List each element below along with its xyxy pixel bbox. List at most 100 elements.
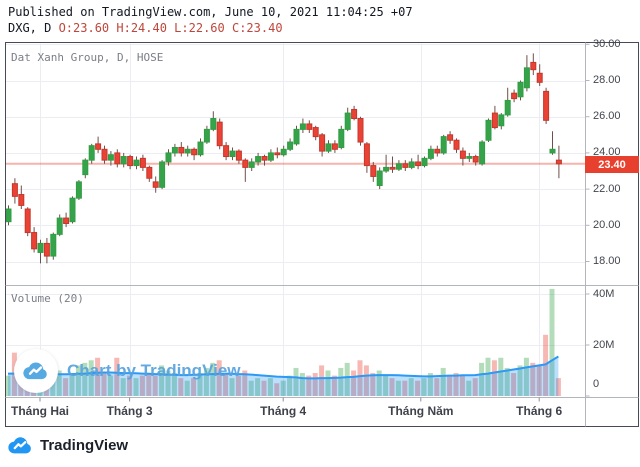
volume-bar bbox=[133, 378, 139, 396]
volume-bar bbox=[242, 370, 248, 396]
footer-brand-text: TradingView bbox=[40, 437, 129, 454]
candle bbox=[472, 154, 479, 166]
candle bbox=[11, 178, 18, 204]
candle-body bbox=[127, 156, 134, 167]
candle-body bbox=[43, 242, 50, 257]
candle-body bbox=[210, 118, 217, 130]
candle bbox=[415, 154, 422, 170]
volume-ma-line bbox=[8, 355, 559, 380]
candle bbox=[101, 145, 108, 164]
candle-body bbox=[363, 143, 370, 167]
volume-bar bbox=[395, 380, 401, 396]
candle-body bbox=[203, 128, 210, 143]
candle-body bbox=[114, 152, 121, 165]
candle bbox=[440, 134, 447, 155]
candle bbox=[491, 105, 498, 130]
candle-body bbox=[306, 123, 313, 130]
volume-bar bbox=[203, 367, 209, 396]
volume-bar bbox=[440, 367, 446, 396]
volume-bar bbox=[434, 378, 440, 396]
candle-body bbox=[69, 197, 76, 223]
candle bbox=[479, 140, 486, 166]
price-tick-label: 30.00 bbox=[593, 37, 621, 50]
price-tick-label: 18.00 bbox=[593, 255, 621, 267]
volume-bar bbox=[351, 370, 357, 396]
candle bbox=[95, 136, 102, 153]
candle bbox=[146, 165, 153, 182]
volume-tick-label: 0 bbox=[593, 377, 600, 390]
candle bbox=[171, 143, 178, 157]
candle bbox=[133, 156, 140, 170]
volume-bar bbox=[107, 375, 113, 396]
candle bbox=[223, 142, 230, 161]
volume-bar bbox=[88, 360, 94, 396]
candle-body bbox=[389, 166, 396, 170]
candle-body bbox=[63, 217, 70, 225]
candle-body bbox=[466, 156, 473, 159]
candle bbox=[261, 154, 268, 166]
candle bbox=[312, 125, 319, 141]
ohlc-open: O:23.60 bbox=[58, 21, 117, 35]
published-line: Published on TradingView.com, June 10, 2… bbox=[8, 5, 413, 19]
candle bbox=[255, 152, 262, 166]
candle-body bbox=[312, 127, 319, 138]
candle-body bbox=[453, 139, 460, 150]
candle bbox=[485, 118, 492, 143]
candle-body bbox=[223, 145, 230, 158]
volume-bar bbox=[171, 373, 177, 396]
candle-body bbox=[75, 181, 82, 199]
tradingview-logo-icon bbox=[8, 437, 31, 454]
candle bbox=[344, 107, 351, 132]
candle-body bbox=[133, 159, 140, 167]
candle bbox=[184, 145, 191, 157]
volume-bar bbox=[267, 378, 273, 396]
candle bbox=[152, 176, 159, 193]
candle-body bbox=[248, 161, 255, 168]
candle-body bbox=[376, 170, 383, 186]
candle bbox=[402, 160, 409, 172]
candle-body bbox=[178, 146, 185, 154]
volume-bar bbox=[82, 362, 88, 396]
volume-bar bbox=[223, 373, 229, 396]
chart-watermark-link[interactable]: Chart by TradingView bbox=[14, 349, 241, 393]
candle bbox=[287, 138, 294, 152]
candle bbox=[383, 154, 390, 173]
watermark-circle bbox=[14, 349, 58, 393]
candle bbox=[351, 105, 358, 121]
candle bbox=[210, 111, 217, 132]
candle bbox=[434, 145, 441, 157]
candle-body bbox=[5, 208, 12, 223]
time-tick-label: Tháng Hai bbox=[10, 404, 70, 418]
candle bbox=[127, 154, 134, 170]
volume-bar bbox=[306, 375, 312, 396]
candle-body bbox=[159, 161, 166, 188]
candle bbox=[517, 80, 524, 101]
candle bbox=[216, 118, 223, 150]
candle bbox=[306, 120, 313, 133]
candle-body bbox=[408, 161, 415, 168]
volume-bar bbox=[159, 365, 165, 396]
candle-body bbox=[440, 136, 447, 154]
volume-bar bbox=[523, 357, 529, 396]
candle-body bbox=[293, 128, 300, 145]
candle-body bbox=[357, 118, 364, 143]
candle bbox=[536, 64, 543, 86]
candle bbox=[229, 147, 236, 161]
volume-bar bbox=[178, 378, 184, 396]
volume-bar bbox=[447, 375, 453, 396]
volume-bar bbox=[56, 370, 62, 396]
candle-body bbox=[101, 148, 108, 161]
volume-bar bbox=[389, 378, 395, 396]
tradingview-cloud-icon bbox=[23, 362, 47, 380]
candle bbox=[50, 232, 57, 260]
footer-brand-link[interactable]: TradingView bbox=[8, 436, 128, 455]
candle bbox=[107, 151, 114, 166]
candle bbox=[203, 125, 210, 144]
volume-bar bbox=[338, 367, 344, 396]
candle-body bbox=[82, 159, 89, 176]
candle-body bbox=[146, 166, 153, 179]
candle-body bbox=[472, 156, 479, 163]
candle-body bbox=[107, 154, 114, 161]
